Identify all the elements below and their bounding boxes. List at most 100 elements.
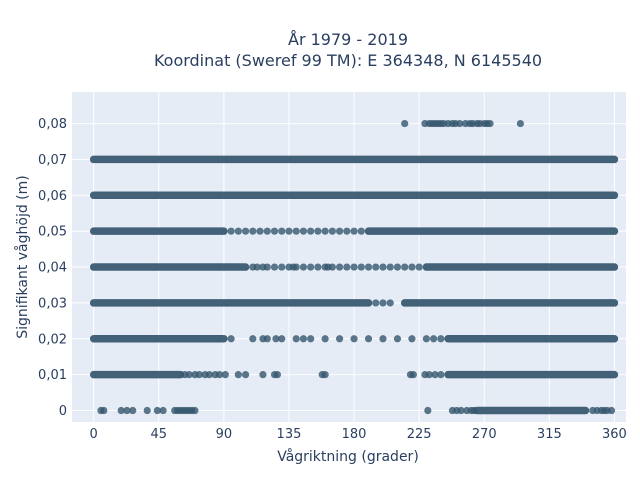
scatter-point — [430, 335, 438, 343]
scatter-point — [372, 299, 380, 307]
scatter-point — [335, 227, 344, 235]
scatter-point — [205, 371, 214, 379]
x-tick-label: 135 — [277, 427, 302, 442]
y-tick-label: 0,06 — [38, 189, 67, 204]
scatter-point — [241, 227, 250, 235]
scatter-point — [425, 371, 433, 379]
scatter-point — [328, 263, 336, 271]
tick-labels: 0 45 90 135 180 225 270 315 360 0 0,01 0,02 0,03 0,04… — [38, 117, 627, 442]
y-tick-label: 0,05 — [38, 225, 67, 240]
scatter-point — [185, 371, 193, 379]
scatter-point — [516, 119, 525, 128]
scatter-point — [249, 227, 257, 235]
scatter-point — [234, 227, 242, 235]
y-tick-label: 0,07 — [38, 153, 67, 168]
scatter-point — [379, 263, 387, 271]
scatter-point — [364, 335, 373, 343]
scatter-point — [422, 335, 430, 343]
scatter-point — [350, 227, 358, 235]
scatter-point — [259, 371, 267, 379]
scatter-point — [117, 406, 125, 415]
y-tick-label: 0,01 — [38, 368, 67, 383]
scatter-point — [272, 335, 280, 343]
scatter-point — [100, 406, 108, 415]
scatter-point — [253, 263, 261, 271]
scatter-point — [292, 263, 300, 271]
scatter-point — [195, 371, 203, 379]
scatter-point — [457, 406, 465, 415]
x-tick-label: 225 — [407, 427, 432, 442]
scatter-point — [321, 335, 329, 343]
y-tick-label: 0,04 — [38, 261, 67, 276]
scatter-point — [307, 263, 315, 271]
y-tick-label: 0 — [59, 404, 67, 419]
scatter-point — [343, 263, 351, 271]
x-tick-label: 360 — [602, 427, 627, 442]
scatter-point — [314, 227, 322, 235]
scatter-points — [89, 119, 619, 415]
scatter-point — [335, 263, 344, 271]
scatter-point — [292, 335, 300, 343]
scatter-point — [270, 263, 279, 271]
scatter-point — [273, 371, 281, 379]
scatter-point — [607, 406, 616, 415]
scatter-point — [470, 406, 478, 415]
scatter-point — [159, 406, 167, 415]
scatter-point — [350, 335, 358, 343]
scatter-point — [393, 263, 402, 271]
scatter-point — [249, 335, 257, 343]
scatter-point — [409, 371, 417, 379]
scatter-point — [227, 335, 235, 343]
x-tick-label: 180 — [342, 427, 367, 442]
chart-subtitle: Koordinat (Sweref 99 TM): E 364348, N 61… — [154, 51, 542, 70]
scatter-point — [393, 335, 402, 343]
scatter-point — [328, 227, 336, 235]
scatter-point — [357, 227, 365, 235]
scatter-point — [408, 263, 416, 271]
scatter-point — [431, 371, 439, 379]
scatter-point — [285, 227, 293, 235]
y-tick-label: 0,03 — [38, 296, 67, 311]
scatter-point — [278, 335, 286, 343]
scatter-point — [234, 371, 242, 379]
scatter-point — [263, 227, 271, 235]
scatter-point — [256, 227, 264, 235]
scatter-point — [456, 119, 464, 128]
scatter-point — [307, 227, 315, 235]
scatter-point — [299, 227, 308, 235]
chart-title: År 1979 - 2019 — [288, 30, 408, 49]
scatter-point — [350, 263, 358, 271]
scatter-point — [321, 371, 329, 379]
scatter-point — [379, 299, 387, 307]
scatter-point — [415, 263, 423, 271]
scatter-point — [191, 406, 199, 415]
plot-area — [72, 92, 626, 422]
scatter-point — [221, 371, 229, 379]
scatter-point — [372, 263, 380, 271]
scatter-point — [386, 299, 394, 307]
scatter-point — [299, 335, 308, 343]
scatter-point — [143, 406, 151, 415]
scatter-point — [153, 406, 161, 415]
scatter-point — [278, 263, 286, 271]
scatter-point — [292, 227, 300, 235]
scatter-point — [307, 335, 315, 343]
scatter-point — [278, 227, 286, 235]
scatter-point — [263, 335, 271, 343]
scatter-point — [424, 406, 432, 415]
scatter-point — [437, 335, 445, 343]
x-tick-label: 45 — [151, 427, 168, 442]
scatter-point — [408, 335, 416, 343]
scatter-point — [386, 263, 394, 271]
scatter-point — [401, 119, 409, 128]
scatter-point — [343, 227, 351, 235]
scatter-point — [314, 263, 322, 271]
y-axis-title: Signifikant våghöjd (m) — [14, 175, 31, 338]
scatter-point — [437, 371, 445, 379]
scatter-point — [401, 263, 409, 271]
scatter-point — [227, 227, 235, 235]
x-tick-label: 315 — [537, 427, 562, 442]
scatter-point — [270, 227, 279, 235]
scatter-point — [486, 119, 494, 128]
